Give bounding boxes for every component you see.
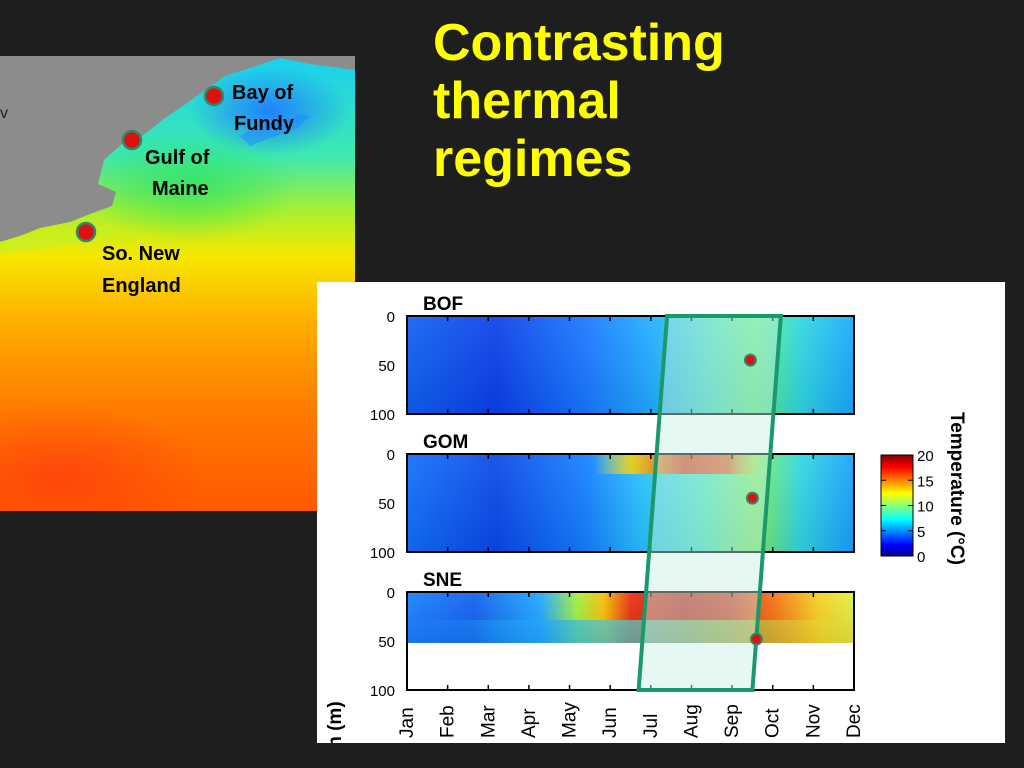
highlight-band-outline: [636, 314, 784, 692]
site-label-sne-line2: England: [102, 275, 181, 297]
site-label-gom: Gulf of Maine: [145, 147, 215, 200]
panel-label-sne: SNE: [423, 570, 462, 591]
month-label-jun: Jun: [600, 707, 621, 738]
y-axis-label: Depth (m): [325, 701, 346, 743]
depth-tick-label: 100: [370, 407, 395, 424]
panel-label-gom: GOM: [423, 432, 468, 453]
month-label-dec: Dec: [844, 704, 865, 738]
panel-shade: [407, 316, 854, 414]
depth-tick-label: 50: [378, 358, 395, 375]
colorbar-label: Temperature (°C): [946, 412, 967, 565]
depth-tick-label: 100: [370, 545, 395, 562]
site-marker-gom: [121, 129, 143, 151]
panel-frame: [406, 315, 855, 415]
month-label-may: May: [560, 702, 581, 738]
colorbar-tick-label: 10: [917, 499, 934, 516]
slide-title: Contrasting thermal regimes: [433, 14, 725, 188]
title-line-1: Contrasting: [433, 14, 725, 72]
month-label-apr: Apr: [519, 708, 540, 738]
panel-sne: SNE 0 50 100: [370, 570, 855, 700]
sst-map: v Bay of Fundy Gulf of Maine So. New Eng…: [0, 56, 355, 511]
month-label-jul: Jul: [641, 714, 662, 738]
colorbar: [880, 454, 914, 557]
site-label-bof: Bay of Fundy: [232, 82, 299, 135]
gom-cool-water: [80, 131, 300, 241]
site-label-gom-line2: Maine: [152, 178, 209, 200]
panel-frame: [406, 591, 855, 691]
highlight-band-fill: [638, 316, 781, 690]
site-label-sne: So. New England: [102, 243, 185, 297]
title-line-2: thermal: [433, 72, 621, 130]
month-label-sep: Sep: [722, 704, 743, 738]
month-label-jan: Jan: [397, 707, 418, 738]
month-label-nov: Nov: [803, 704, 824, 738]
depth-tick-label: 50: [378, 496, 395, 513]
panel-frame: [406, 453, 855, 553]
site-label-bof-line1: Bay of: [232, 82, 293, 104]
depth-tick-label: 100: [370, 683, 395, 700]
colorbar-tick-label: 5: [917, 524, 925, 541]
colorbar-tick-label: 0: [917, 549, 925, 566]
depth-tick-label: 0: [387, 585, 395, 602]
colorbar-tick-label: 20: [917, 448, 934, 465]
site-marker-bof: [203, 85, 225, 107]
nova-scotia-land: [240, 114, 310, 146]
month-label-mar: Mar: [478, 705, 499, 738]
sample-marker-bof: [743, 353, 757, 367]
depth-tick-label: 0: [387, 309, 395, 326]
title-line-3: regimes: [433, 130, 633, 188]
land-mass: [0, 56, 355, 242]
panel-label-bof: BOF: [423, 294, 463, 315]
sample-marker-sne: [749, 632, 763, 646]
sample-marker-gom: [745, 491, 759, 505]
site-marker-sne: [75, 221, 97, 243]
map-edge-glyph: v: [0, 105, 8, 122]
panel-gom: GOM 0 50 100: [370, 432, 855, 562]
site-label-bof-line2: Fundy: [234, 113, 295, 135]
month-label-aug: Aug: [681, 704, 702, 738]
panel-shade: [407, 454, 854, 552]
south-warm-water: [0, 406, 210, 511]
site-label-sne-line1: So. New: [102, 243, 180, 265]
month-label-oct: Oct: [763, 708, 784, 738]
colorbar-tick-label: 15: [917, 473, 934, 490]
panel-shade: [407, 592, 854, 643]
depth-tick-label: 0: [387, 447, 395, 464]
depth-tick-label: 50: [378, 634, 395, 651]
site-label-gom-line1: Gulf of: [145, 147, 210, 169]
fundy-cold-water: [190, 66, 350, 156]
month-label-feb: Feb: [438, 705, 459, 738]
